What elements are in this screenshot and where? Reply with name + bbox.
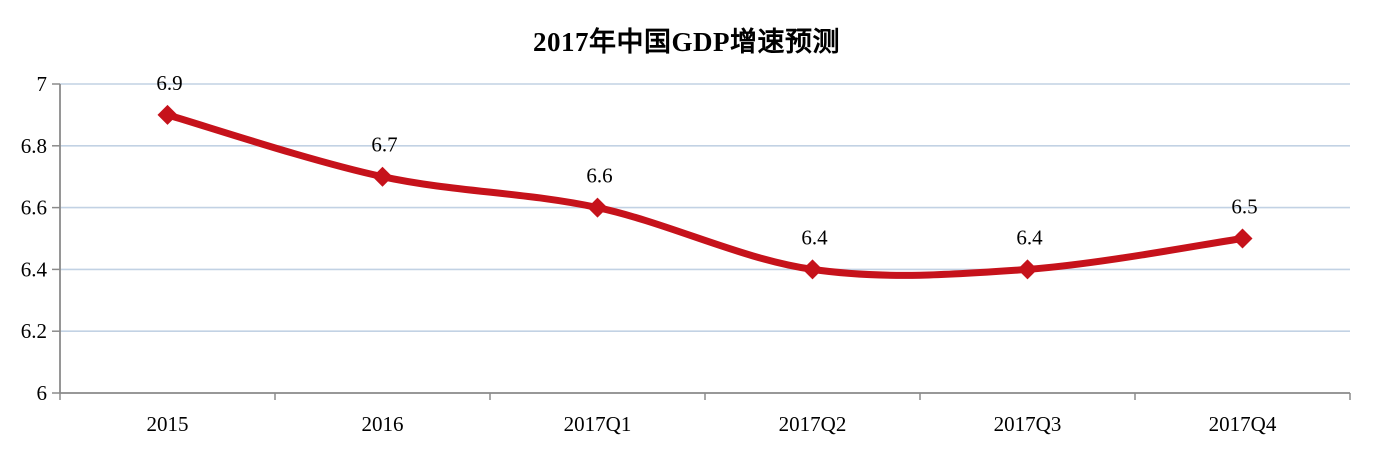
data-label: 6.5: [1231, 195, 1257, 219]
x-tick-label: 2015: [147, 412, 189, 436]
y-tick-label: 6.8: [21, 134, 47, 158]
data-label: 6.9: [156, 71, 182, 95]
data-label: 6.4: [801, 225, 828, 249]
x-tick-label: 2017Q4: [1209, 412, 1277, 436]
data-point-marker: [587, 197, 608, 218]
x-tick-label: 2017Q2: [779, 412, 847, 436]
series-line: [164, 111, 1246, 279]
data-point-marker: [802, 259, 823, 280]
y-tick-label: 7: [37, 72, 48, 96]
x-tick-label: 2017Q3: [994, 412, 1062, 436]
y-tick-label: 6.4: [21, 257, 48, 281]
y-tick-label: 6.6: [21, 196, 47, 220]
y-tick-label: 6: [37, 381, 48, 405]
x-tick-label: 2016: [362, 412, 404, 436]
data-point-marker: [157, 104, 178, 125]
chart-title: 2017年中国GDP增速预测: [533, 27, 840, 57]
data-label: 6.7: [371, 133, 397, 157]
data-point-marker: [1232, 228, 1253, 249]
y-tick-label: 6.2: [21, 319, 47, 343]
data-label: 6.4: [1016, 225, 1043, 249]
data-point-marker: [1017, 259, 1038, 280]
data-point-marker: [372, 166, 393, 187]
data-label: 6.6: [586, 164, 612, 188]
x-tick-label: 2017Q1: [564, 412, 632, 436]
